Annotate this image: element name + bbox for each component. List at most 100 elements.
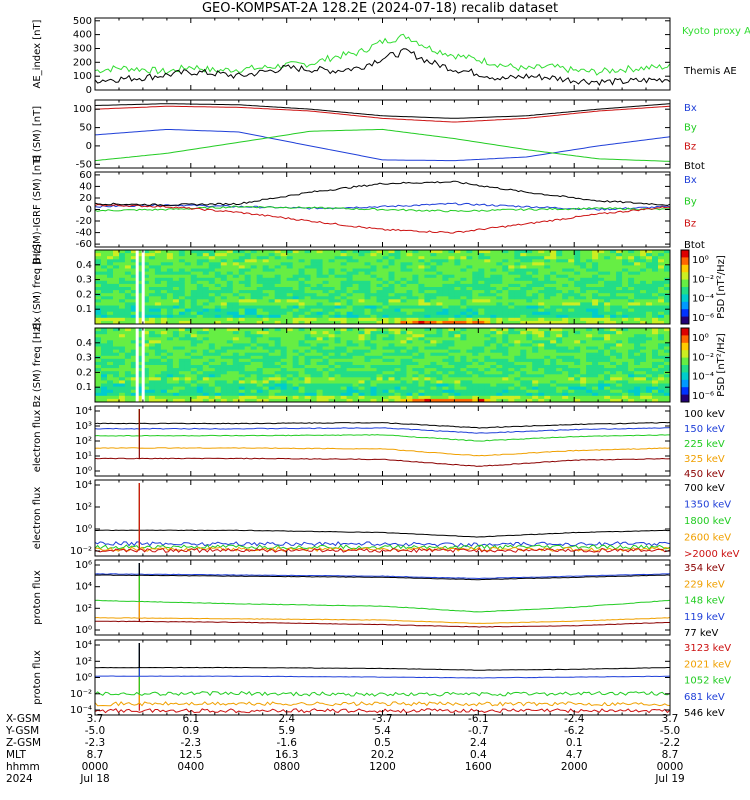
spectrogram-cell [580, 296, 587, 300]
spectrogram-cell [634, 380, 641, 384]
spectrogram-cell [364, 265, 371, 269]
spectrogram-cell [484, 274, 491, 279]
spectrogram-cell [448, 331, 455, 335]
spectrogram-cell [136, 259, 144, 263]
spectrogram-cell [160, 355, 168, 360]
spectrogram-cell [298, 317, 305, 322]
spectrogram-cell [628, 256, 635, 260]
spectrogram-cell [550, 346, 557, 350]
spectrogram-cell [346, 293, 353, 297]
spectrogram-cell [652, 287, 659, 291]
spectrogram-cell [532, 253, 539, 257]
spectrogram-cell [154, 308, 162, 313]
spectrogram-cell [280, 340, 288, 344]
spectrogram-cell [304, 371, 311, 375]
spectrogram-cell [172, 331, 180, 335]
spectrogram-cell [136, 268, 144, 272]
spectrogram-cell [208, 277, 216, 282]
spectrogram-cell [274, 392, 282, 397]
spectrogram-cell [202, 340, 210, 344]
spectrogram-cell [166, 337, 174, 341]
spectrogram-cell [658, 250, 665, 254]
spectrogram-cell [220, 302, 228, 306]
spectrogram-cell [580, 277, 587, 282]
spectrogram-cell [130, 368, 138, 372]
spectrogram-cell [148, 305, 156, 309]
spectrogram-cell [154, 290, 162, 294]
spectrogram-cell [622, 293, 629, 297]
spectrogram-cell [136, 314, 144, 319]
spectrogram-cell [268, 352, 276, 357]
spectrogram-cell [142, 358, 150, 363]
spectrogram-cell [466, 328, 473, 332]
spectrogram-cell [592, 305, 599, 309]
spectrogram-cell [418, 331, 425, 335]
spectrogram-cell [460, 355, 467, 360]
spectrogram-cell [178, 287, 186, 291]
spectrogram-cell [622, 380, 629, 384]
spectrogram-cell [352, 271, 359, 276]
bxspec-y-ticks: 0.40.30.20.1 [76, 260, 670, 315]
spectrogram-cell [322, 340, 329, 344]
spectrogram-cell [172, 305, 180, 309]
spectrogram-cell [574, 271, 581, 276]
spectrogram-cell [550, 305, 557, 309]
spectrogram-cell [119, 392, 126, 397]
spectrogram-cell [628, 314, 635, 319]
spectrogram-cell [394, 398, 401, 403]
spectrogram-cell [640, 320, 647, 325]
spectrogram-cell [256, 398, 264, 403]
spectrogram-cell [310, 383, 317, 387]
spectrogram-cell [268, 283, 276, 288]
spectrogram-cell [280, 380, 288, 384]
spectrogram-cell [160, 320, 168, 325]
spectrogram-cell [184, 268, 192, 272]
spectrogram-cell [232, 361, 240, 366]
spectrogram-cell [388, 305, 395, 309]
spectrogram-cell [394, 392, 401, 397]
spectrogram-cell [286, 308, 294, 313]
spectrogram-cell [562, 277, 569, 282]
spectrogram-cell [400, 296, 407, 300]
spectrogram-cell [610, 283, 617, 288]
spectrogram-cell [196, 302, 204, 306]
spectrogram-cell [346, 352, 353, 357]
spectrogram-cell [478, 259, 485, 263]
spectrogram-cell [184, 314, 192, 319]
spectrogram-cell [316, 349, 323, 354]
spectrogram-cell [304, 361, 311, 366]
spectrogram-cell [574, 311, 581, 316]
spectrogram-cell [107, 265, 114, 269]
spectrogram-cell [154, 293, 162, 297]
spectrogram-cell [466, 337, 473, 341]
spectrogram-cell [532, 343, 539, 347]
spectrogram-cell [352, 355, 359, 360]
spectrogram-cell [466, 352, 473, 357]
spectrogram-cell [610, 305, 617, 309]
spectrogram-cell [298, 293, 305, 297]
spectrogram-cell [214, 377, 222, 381]
spectrogram-cell [652, 395, 659, 400]
spectrogram-cell [538, 250, 545, 254]
spectrogram-cell [520, 274, 527, 279]
spectrogram-cell [220, 314, 228, 319]
spectrogram-cell [460, 398, 467, 403]
spectrogram-cell [274, 389, 282, 394]
spectrogram-cell [556, 302, 563, 306]
spectrogram-cell [454, 271, 461, 276]
colorbar-swatch [681, 365, 689, 373]
spectrogram-cell [580, 380, 587, 384]
spectrogram-cell [178, 314, 186, 319]
spectrogram-cell [610, 340, 617, 344]
spectrogram-cell [406, 277, 413, 282]
spectrogram-cell [382, 262, 389, 266]
spectrogram-cell [358, 349, 365, 354]
spectrogram-cell [454, 296, 461, 300]
spectrogram-cell [406, 290, 413, 294]
spectrogram-cell [556, 355, 563, 360]
spectrogram-cell [376, 268, 383, 272]
spectrogram-cell [598, 293, 605, 297]
spectrogram-cell [388, 293, 395, 297]
spectrogram-cell [124, 340, 132, 344]
spectrogram-cell [424, 280, 431, 285]
